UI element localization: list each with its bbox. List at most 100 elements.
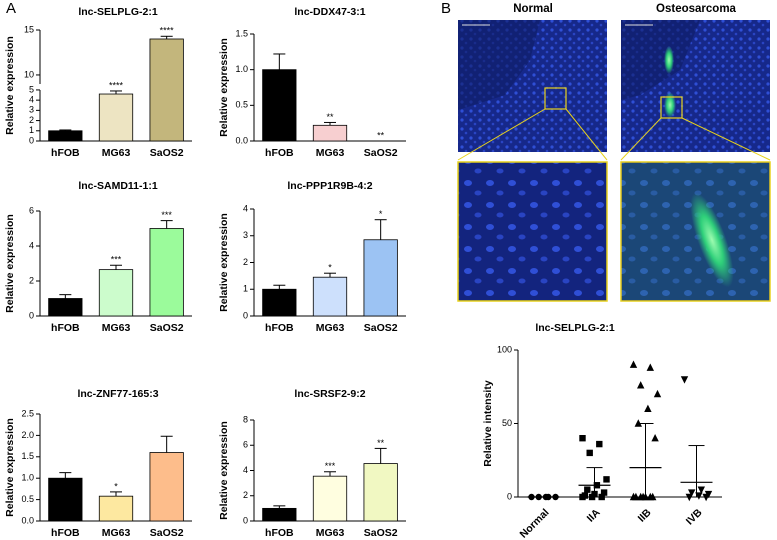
y-tick-label: 2 xyxy=(29,275,34,285)
y-tick-label: 5 xyxy=(29,84,34,94)
bar xyxy=(363,239,398,317)
point xyxy=(702,493,710,502)
panel-label: B xyxy=(441,0,451,17)
point xyxy=(579,493,586,501)
zoom-box xyxy=(544,87,567,110)
y-tick-label: 100 xyxy=(497,344,512,354)
y-axis-label: Relative expression xyxy=(218,38,230,137)
y-axis-label: Relative expression xyxy=(4,36,16,135)
x-tick-label: MG63 xyxy=(316,147,345,159)
y-axis-label: Relative intensity xyxy=(482,380,494,467)
x-tick-label: IVB xyxy=(684,506,705,527)
y-tick-label: 6 xyxy=(243,440,248,450)
significance: *** xyxy=(325,461,336,471)
y-tick-label: 4 xyxy=(243,203,248,213)
signal xyxy=(664,46,674,74)
point xyxy=(596,440,603,448)
x-tick-label: hFOB xyxy=(265,527,294,539)
point xyxy=(680,376,689,384)
zoom-line xyxy=(457,108,771,161)
chart-title: lnc-SELPLG-2:1 xyxy=(535,322,615,334)
x-tick-label: hFOB xyxy=(51,322,80,334)
point xyxy=(653,389,662,398)
point xyxy=(644,404,652,412)
chart-title: lnc-DDX47-3:1 xyxy=(294,6,365,18)
bar xyxy=(363,463,398,522)
significance: * xyxy=(328,263,332,273)
y-tick-label: 2.0 xyxy=(21,430,34,440)
x-tick-label: IIA xyxy=(585,506,603,524)
significance: ** xyxy=(377,438,385,448)
x-tick-label: MG63 xyxy=(316,527,345,539)
y-tick-label: 0.5 xyxy=(235,100,248,110)
x-tick-label: MG63 xyxy=(102,527,131,539)
y-tick-label: 4 xyxy=(243,465,248,475)
significance: *** xyxy=(161,210,172,220)
y-tick-label: 0 xyxy=(29,310,34,320)
y-axis-label: Relative expression xyxy=(4,214,16,313)
bar xyxy=(98,495,134,522)
x-tick-label: hFOB xyxy=(265,322,294,334)
y-tick-label: 0.0 xyxy=(235,135,248,145)
point xyxy=(586,449,593,457)
point xyxy=(695,492,703,500)
bar xyxy=(312,475,348,522)
point xyxy=(584,486,591,493)
y-tick-label: 1.5 xyxy=(235,28,248,38)
y-tick-label: 3 xyxy=(29,105,34,115)
y-tick-label: 0.0 xyxy=(21,515,34,525)
point xyxy=(603,476,610,483)
signal xyxy=(690,192,734,288)
x-tick-label: hFOB xyxy=(51,147,80,159)
signal xyxy=(664,92,676,118)
chart-title: lnc-PPP1R9B-4:2 xyxy=(287,180,372,192)
x-tick-label: hFOB xyxy=(51,527,80,539)
x-tick-label: Normal xyxy=(518,507,552,540)
x-tick-label: hFOB xyxy=(265,147,294,159)
point xyxy=(688,489,696,497)
significance: * xyxy=(379,209,383,219)
chart-title: lnc-SRSF2-9:2 xyxy=(294,388,365,400)
significance: * xyxy=(114,481,118,491)
point xyxy=(697,486,705,494)
point xyxy=(629,492,638,501)
bar xyxy=(262,69,297,142)
bar xyxy=(149,38,184,142)
image-shade xyxy=(621,20,700,100)
x-tick-label: SaOS2 xyxy=(150,527,184,539)
panel-label: A xyxy=(6,0,16,17)
x-tick-label: SaOS2 xyxy=(150,322,184,334)
bar xyxy=(312,276,348,317)
x-tick-label: SaOS2 xyxy=(150,147,184,159)
chart-title: lnc-SAMD11-1:1 xyxy=(78,180,158,192)
x-tick-label: IIB xyxy=(636,506,654,524)
chart-title: lnc-SELPLG-2:1 xyxy=(78,6,158,18)
x-tick-label: MG63 xyxy=(102,147,131,159)
y-tick-label: 1.0 xyxy=(21,473,34,483)
y-axis-label: Relative expression xyxy=(218,421,230,520)
image-shade xyxy=(458,20,540,110)
bar xyxy=(262,288,297,317)
x-tick-label: SaOS2 xyxy=(364,147,398,159)
chart-title: lnc-ZNF77-165:3 xyxy=(77,388,158,400)
point xyxy=(629,360,638,368)
y-tick-label: 1 xyxy=(243,284,248,294)
y-tick-label: 50 xyxy=(502,418,512,428)
y-tick-label: 0 xyxy=(29,135,34,145)
x-tick-label: SaOS2 xyxy=(364,527,398,539)
significance: **** xyxy=(109,80,124,90)
y-tick-label: 0.5 xyxy=(21,494,34,504)
point xyxy=(646,492,654,501)
point xyxy=(588,493,596,501)
image-normal-zoom xyxy=(457,161,608,302)
bar xyxy=(149,228,184,317)
y-axis-label: Relative expression xyxy=(218,213,230,312)
point xyxy=(637,492,645,501)
point xyxy=(637,381,645,389)
bar xyxy=(48,477,83,522)
point xyxy=(646,363,654,371)
y-tick-label: 2 xyxy=(243,490,248,500)
y-tick-label: 15 xyxy=(24,24,34,34)
bar xyxy=(48,298,83,317)
